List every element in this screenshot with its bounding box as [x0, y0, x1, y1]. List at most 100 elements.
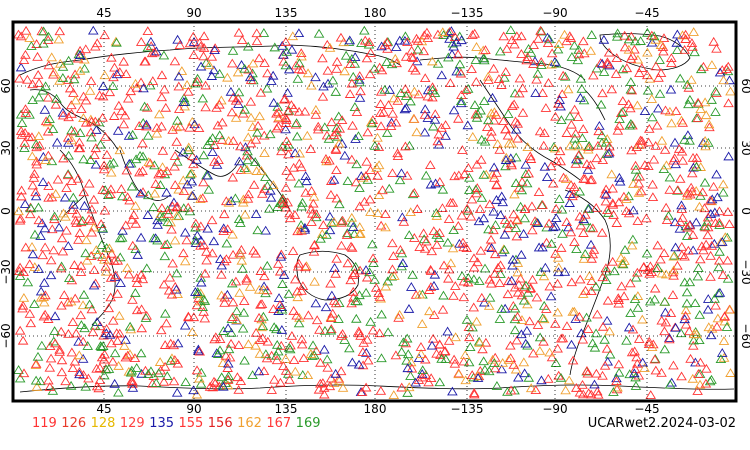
- lon-label-bottom: −45: [634, 402, 659, 416]
- station-marker: [570, 314, 581, 323]
- station-marker: [34, 140, 45, 150]
- station-marker: [195, 194, 206, 203]
- station-marker: [591, 153, 602, 163]
- station-marker: [563, 222, 574, 232]
- station-marker: [625, 308, 636, 317]
- station-marker: [169, 151, 181, 160]
- station-marker: [151, 122, 163, 132]
- station-marker: [274, 300, 286, 309]
- station-marker: [65, 380, 77, 390]
- station-marker: [706, 240, 718, 250]
- station-marker: [103, 364, 115, 373]
- station-marker: [284, 374, 295, 384]
- station-marker: [239, 163, 250, 172]
- station-marker: [453, 369, 465, 379]
- station-marker: [376, 309, 387, 319]
- lon-label-top: 90: [186, 6, 201, 20]
- station-marker: [478, 356, 489, 366]
- station-marker: [361, 53, 373, 63]
- station-marker: [675, 217, 686, 227]
- station-marker: [448, 41, 459, 51]
- station-marker: [479, 364, 491, 374]
- station-marker: [632, 291, 644, 300]
- station-marker: [542, 373, 554, 383]
- station-marker: [713, 288, 724, 298]
- station-marker: [51, 93, 62, 103]
- station-marker: [512, 311, 523, 321]
- station-marker: [598, 67, 610, 76]
- station-marker: [347, 222, 359, 231]
- station-marker: [239, 63, 250, 73]
- station-marker: [112, 288, 123, 298]
- station-marker: [616, 258, 628, 268]
- station-marker: [570, 128, 582, 138]
- station-marker: [493, 74, 505, 84]
- station-marker: [719, 232, 731, 242]
- station-marker: [394, 175, 406, 185]
- station-marker: [467, 131, 479, 141]
- station-marker: [451, 66, 462, 76]
- station-marker: [172, 115, 183, 125]
- station-marker: [587, 249, 599, 259]
- station-marker: [256, 322, 267, 332]
- station-marker: [305, 144, 317, 153]
- station-marker: [92, 249, 103, 259]
- station-marker: [599, 360, 611, 370]
- station-marker: [76, 104, 87, 113]
- station-marker: [719, 311, 730, 321]
- station-marker: [127, 382, 139, 392]
- station-marker: [621, 63, 633, 73]
- station-marker: [311, 315, 323, 325]
- station-marker: [178, 203, 190, 213]
- station-marker: [191, 389, 203, 399]
- station-marker: [636, 135, 648, 145]
- station-marker: [74, 65, 86, 75]
- station-marker: [490, 220, 501, 229]
- station-marker: [38, 297, 50, 307]
- station-marker: [428, 280, 440, 290]
- station-marker: [692, 97, 704, 107]
- station-marker: [475, 245, 487, 255]
- station-marker: [683, 99, 694, 109]
- station-marker: [437, 184, 449, 194]
- station-marker: [436, 70, 448, 80]
- station-marker: [123, 366, 135, 376]
- station-marker: [147, 378, 158, 388]
- station-marker: [511, 335, 523, 345]
- legend-item: 128: [90, 416, 116, 431]
- station-marker: [337, 215, 348, 225]
- station-marker: [535, 267, 547, 276]
- station-marker: [201, 246, 212, 256]
- station-marker: [189, 119, 200, 129]
- station-marker: [695, 104, 706, 114]
- station-marker: [607, 256, 618, 266]
- station-marker: [510, 364, 522, 374]
- station-marker: [717, 270, 729, 279]
- station-marker: [525, 283, 537, 292]
- station-marker: [442, 237, 454, 247]
- station-marker: [625, 53, 637, 63]
- station-marker: [676, 200, 687, 210]
- station-marker: [303, 310, 314, 320]
- station-marker: [695, 254, 706, 264]
- station-marker: [432, 136, 444, 146]
- station-marker: [155, 168, 167, 177]
- station-marker: [619, 30, 630, 40]
- station-marker: [601, 315, 613, 325]
- station-marker: [250, 327, 262, 337]
- station-marker: [80, 248, 91, 258]
- station-marker: [236, 60, 247, 69]
- station-marker: [459, 350, 471, 359]
- station-marker: [538, 336, 549, 346]
- station-marker: [399, 35, 411, 45]
- station-marker: [37, 250, 48, 260]
- station-marker: [468, 302, 480, 312]
- station-marker: [577, 133, 588, 142]
- station-marker: [16, 118, 28, 127]
- station-marker: [716, 348, 728, 357]
- station-marker: [109, 378, 120, 388]
- station-marker: [691, 161, 702, 171]
- station-marker: [141, 121, 152, 131]
- station-marker: [289, 210, 301, 219]
- lat-label-right: −30: [739, 259, 750, 284]
